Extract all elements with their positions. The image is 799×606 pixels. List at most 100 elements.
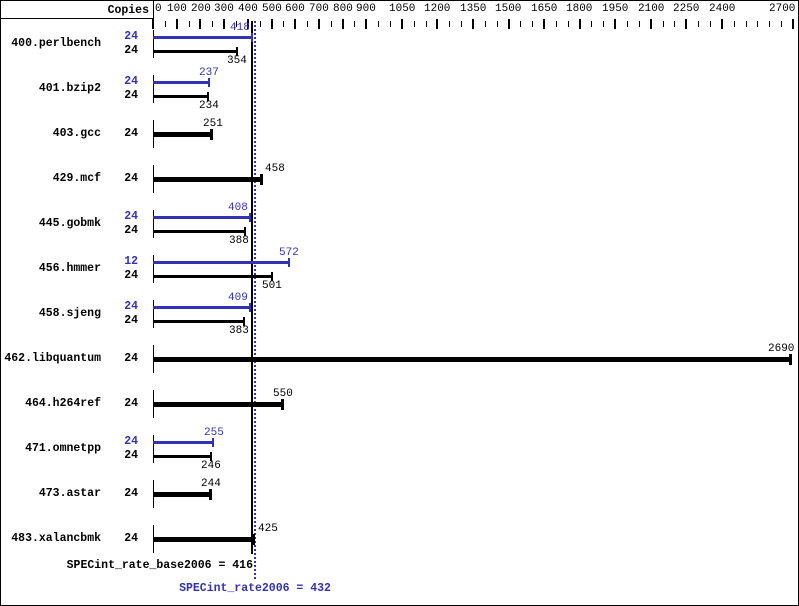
axis-tick-label: 1050 <box>389 3 416 15</box>
axis-minor-tick <box>532 21 533 27</box>
peak-bar <box>153 216 250 219</box>
bar-end-cap <box>789 354 792 365</box>
benchmark-name-label: 483.xalancbmk <box>11 532 101 545</box>
copies-value: 24 <box>124 314 138 327</box>
axis-tick-label: 700 <box>309 3 329 15</box>
axis-tick-label: 1650 <box>531 3 558 15</box>
axis-major-tick <box>792 19 794 29</box>
benchmark-name-label: 464.h264ref <box>25 397 101 410</box>
bar-value-label: 408 <box>228 202 248 214</box>
axis-minor-tick <box>390 21 391 27</box>
copies-value: 24 <box>124 127 138 140</box>
axis-major-tick <box>199 19 201 29</box>
axis-minor-tick <box>461 21 462 27</box>
peak-bar <box>153 441 213 444</box>
copies-value: 24 <box>124 75 138 88</box>
peak-bar <box>153 81 209 84</box>
axis-major-tick <box>508 19 510 29</box>
axis-major-tick <box>247 19 249 29</box>
axis-minor-tick <box>781 21 782 27</box>
bar-end-cap <box>210 129 213 140</box>
bar-end-cap <box>288 258 290 267</box>
bar-value-label: 425 <box>258 523 278 535</box>
copies-value: 12 <box>124 255 138 268</box>
axis-line-segment <box>153 1 154 19</box>
axis-minor-tick <box>236 21 237 27</box>
axis-major-tick <box>614 19 616 29</box>
axis-tick-label: 2700 <box>769 3 796 15</box>
copies-value: 24 <box>124 532 138 545</box>
bar-value-label: 237 <box>199 67 219 79</box>
benchmark-name-label: 403.gcc <box>52 127 101 140</box>
group-axis-segment <box>153 30 154 58</box>
axis-minor-tick <box>698 21 699 27</box>
benchmark-name-label: 462.libquantum <box>4 352 101 365</box>
axis-tick-label: 2250 <box>673 3 700 15</box>
axis-minor-tick <box>485 21 486 27</box>
axis-minor-tick <box>627 21 628 27</box>
axis-minor-tick <box>331 21 332 27</box>
axis-tick-label: 100 <box>167 3 187 15</box>
base-bar <box>153 230 245 233</box>
benchmark-name-label: 471.omnetpp <box>25 442 101 455</box>
base-bar <box>153 50 237 53</box>
axis-major-tick <box>401 19 403 29</box>
axis-tick-label: 0 <box>155 3 162 15</box>
copies-value: 24 <box>124 210 138 223</box>
axis-minor-tick <box>769 21 770 27</box>
axis-tick-label: 400 <box>238 3 258 15</box>
axis-minor-tick <box>568 21 569 27</box>
axis-tick-label: 2400 <box>709 3 736 15</box>
axis-major-tick <box>472 19 474 29</box>
bar-end-cap <box>236 47 238 56</box>
copies-value: 24 <box>124 44 138 57</box>
copies-value: 24 <box>124 224 138 237</box>
bar-value-label: 244 <box>201 478 221 490</box>
base-bar <box>153 357 791 362</box>
axis-minor-tick <box>283 21 284 27</box>
bar-value-label: 388 <box>229 235 249 247</box>
group-axis-segment <box>153 75 154 103</box>
bar-end-cap <box>208 78 210 87</box>
copies-value: 24 <box>124 435 138 448</box>
copies-value: 24 <box>124 487 138 500</box>
benchmark-name-label: 458.sjeng <box>38 307 101 320</box>
axis-tick-label: 500 <box>262 3 282 15</box>
bar-end-cap <box>207 92 209 101</box>
bar-end-cap <box>271 272 273 281</box>
axis-minor-tick <box>189 21 190 27</box>
axis-minor-tick <box>414 21 415 27</box>
axis-major-tick <box>223 19 225 29</box>
axis-minor-tick <box>591 21 592 27</box>
axis-minor-tick <box>426 21 427 27</box>
bar-value-label: 234 <box>199 100 219 112</box>
axis-minor-tick <box>165 21 166 27</box>
axis-minor-tick <box>674 21 675 27</box>
reference-line-base <box>251 21 253 554</box>
axis-major-tick <box>543 19 545 29</box>
copies-value: 24 <box>124 269 138 282</box>
axis-tick-label: 200 <box>191 3 211 15</box>
copies-column-header: Copies <box>107 4 149 17</box>
benchmark-name-label: 400.perlbench <box>11 37 101 50</box>
axis-tick-label: 2100 <box>638 3 665 15</box>
axis-tick-label: 1500 <box>495 3 522 15</box>
benchmark-name-label: 429.mcf <box>52 172 101 185</box>
group-axis-segment <box>153 300 154 328</box>
axis-minor-tick <box>556 21 557 27</box>
axis-major-tick <box>721 19 723 29</box>
axis-minor-tick <box>307 21 308 27</box>
axis-major-tick <box>436 19 438 29</box>
bar-end-cap <box>251 33 253 42</box>
axis-minor-tick <box>639 21 640 27</box>
bar-value-label: 246 <box>201 460 221 472</box>
group-axis-segment <box>153 435 154 463</box>
benchmark-name-label: 401.bzip2 <box>38 82 101 95</box>
header-underline <box>1 18 154 19</box>
axis-minor-tick <box>734 21 735 27</box>
copies-value: 24 <box>124 449 138 462</box>
bar-value-label: 458 <box>265 163 285 175</box>
peak-bar <box>153 36 252 39</box>
axis-tick-label: 1950 <box>602 3 629 15</box>
